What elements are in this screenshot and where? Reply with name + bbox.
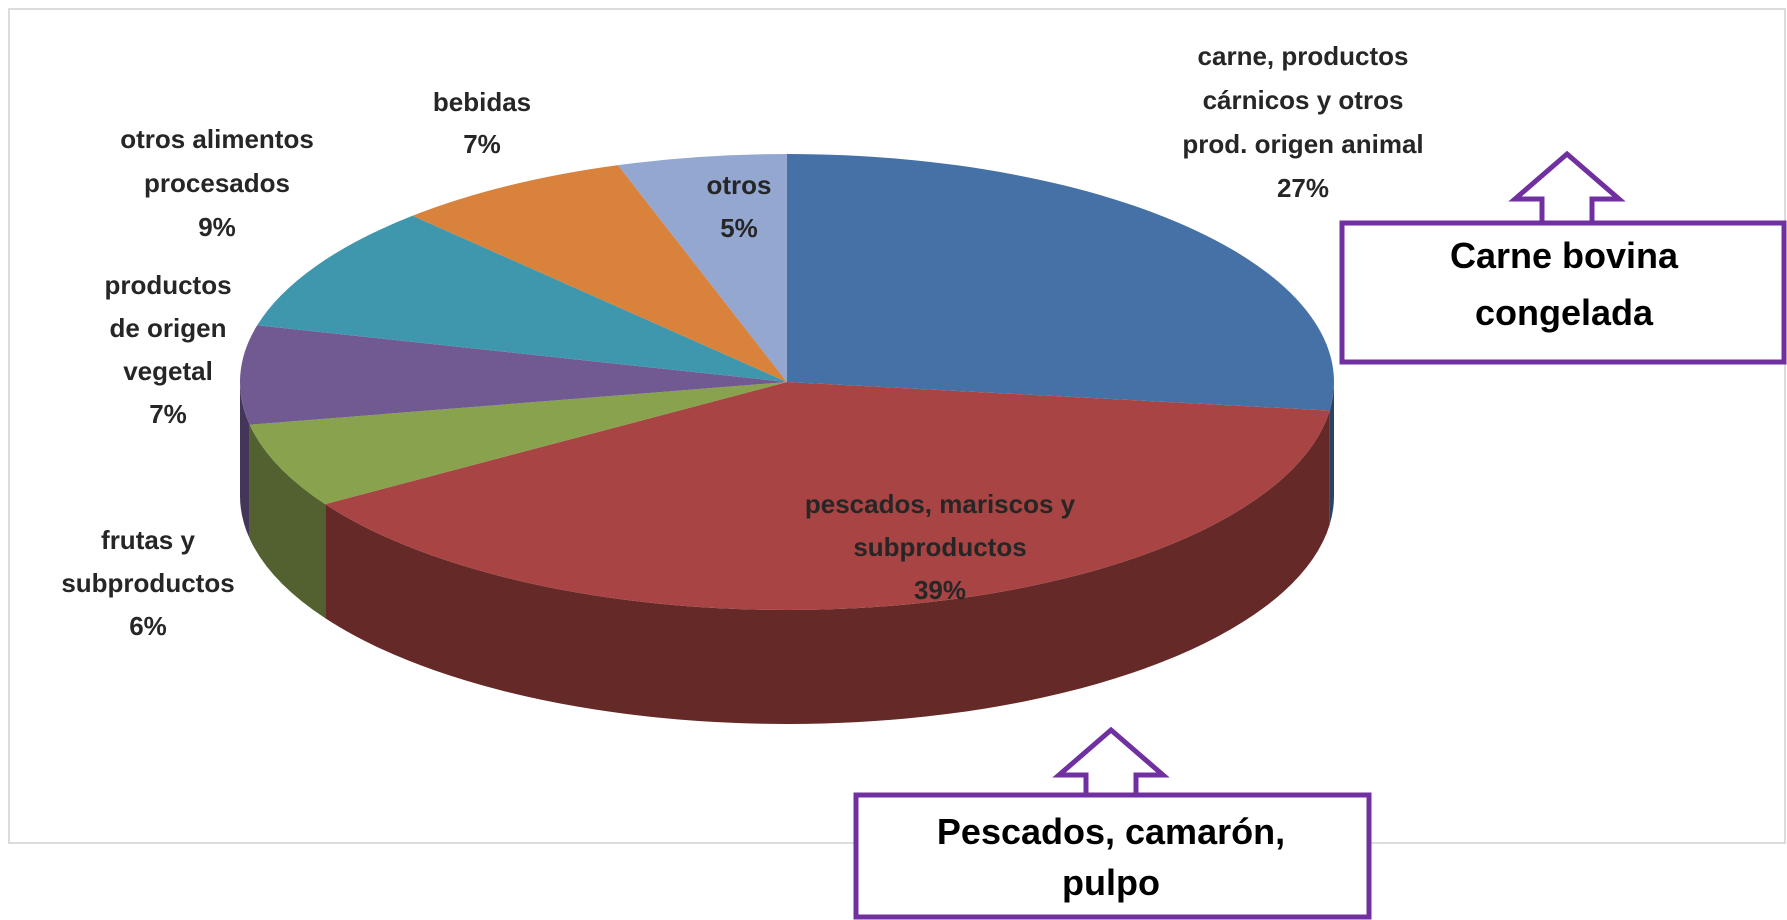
slice-value-label: 39% — [914, 575, 966, 605]
slice-label-line: cárnicos y otros — [1203, 85, 1404, 115]
pie-side — [240, 382, 250, 539]
slice-label: otros — [707, 170, 772, 200]
slice-label-line: bebidas — [433, 87, 531, 117]
pie-slice — [257, 215, 787, 382]
slice-label-line: productos — [104, 270, 231, 300]
callout-box — [1339, 220, 1787, 365]
pie-labels: carne, productos cárnicos y otros prod. or… — [61, 41, 1423, 641]
pie-slice — [249, 382, 788, 505]
slice-label: productos de origen vegetal — [104, 270, 231, 386]
callout-text: Pescados, camarón, — [937, 811, 1285, 852]
pie-sides — [240, 382, 1334, 725]
pie-side — [325, 410, 1330, 725]
slice-label-line: otros — [707, 170, 772, 200]
slice-label-line: subproductos — [61, 568, 234, 598]
pie-slice — [240, 325, 788, 425]
slice-label: bebidas — [433, 87, 531, 117]
slice-label: pescados, mariscos y subproductos — [805, 489, 1076, 562]
callout-arrow — [1508, 150, 1626, 226]
slice-value-label: 27% — [1277, 173, 1329, 203]
slice-label-line: procesados — [144, 168, 290, 198]
slice-value-label: 6% — [129, 611, 167, 641]
slice-label-line: subproductos — [853, 532, 1026, 562]
slice-value-label: 7% — [149, 399, 187, 429]
callout-text: congelada — [1475, 292, 1654, 333]
callout-text: Carne bovina — [1450, 235, 1679, 276]
slice-label-line: frutas y — [101, 525, 195, 555]
pie-slice — [412, 165, 787, 382]
slice-label: otros alimentos procesados — [120, 124, 314, 198]
slice-label-line: carne, productos — [1198, 41, 1409, 71]
slice-label-line: pescados, mariscos y — [805, 489, 1076, 519]
annotations: Carne bovina congelada Pescados, camarón, p… — [853, 150, 1787, 920]
slice-value-label: 5% — [720, 213, 758, 243]
slice-label-line: prod. origen animal — [1182, 129, 1423, 159]
pie-slice — [325, 382, 1330, 611]
slice-label: frutas y subproductos — [61, 525, 234, 598]
pie-side — [249, 424, 326, 619]
slice-label: carne, productos cárnicos y otros prod. or… — [1182, 41, 1423, 159]
slice-value-label: 7% — [463, 129, 501, 159]
pie-slice — [617, 154, 787, 382]
slice-label-line: de origen — [109, 313, 226, 343]
slice-label-line: otros alimentos — [120, 124, 314, 154]
slice-label-line: vegetal — [123, 356, 213, 386]
pie-side — [1329, 382, 1334, 525]
callout-arrow — [1052, 726, 1170, 798]
callout-text: pulpo — [1062, 862, 1160, 903]
slice-value-label: 9% — [198, 212, 236, 242]
pie-slice — [787, 154, 1335, 411]
pie-tops — [240, 154, 1335, 611]
